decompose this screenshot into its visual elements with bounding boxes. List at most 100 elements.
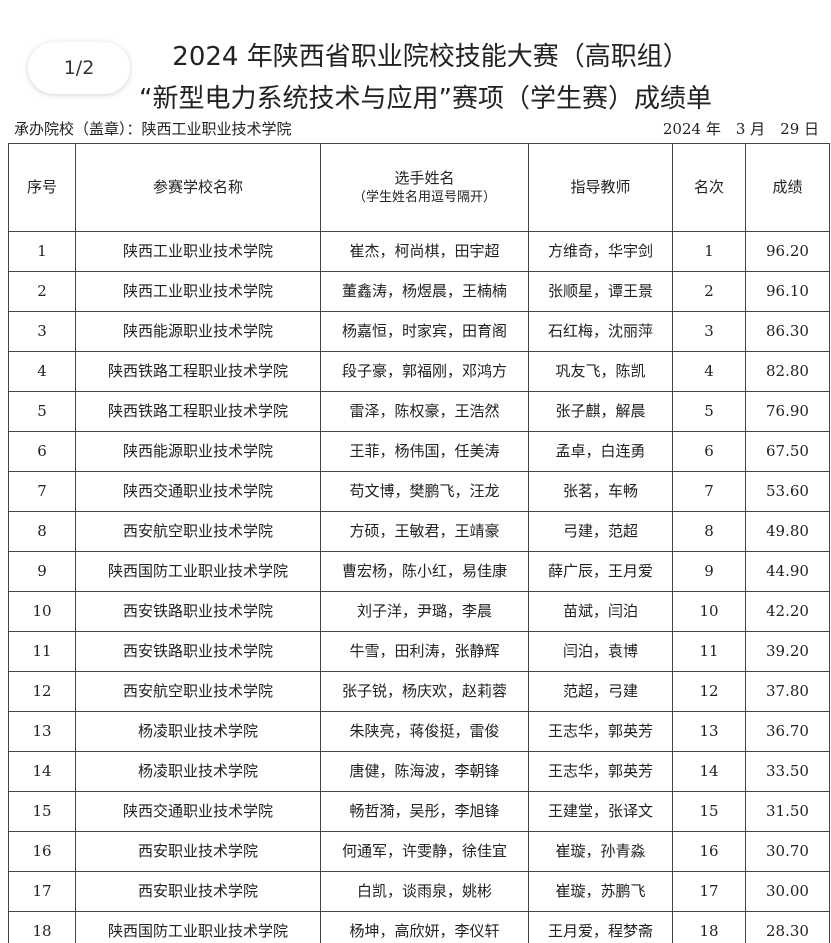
table-cell: 12 [8, 671, 76, 712]
table-row: 1 陕西工业职业技术学院 崔杰，柯尚棋，田宇超 方维奇，华宇剑 1 96.20 [8, 231, 830, 272]
table-row: 3 陕西能源职业技术学院 杨嘉恒，时家宾，田育阁 石红梅，沈丽萍 3 86.30 [8, 311, 830, 352]
title-line: 2024 年陕西省职业院校技能大赛（高职组） [172, 42, 689, 72]
table-cell: 孟卓，白连勇 [528, 431, 673, 472]
table-cell: 17 [8, 871, 76, 912]
table-cell: 牛雪，田利涛，张静辉 [320, 631, 529, 672]
column-header: 成绩 [745, 143, 830, 232]
table-cell: 14 [672, 751, 746, 792]
table-cell: 石红梅，沈丽萍 [528, 311, 673, 352]
table-cell: 雷泽，陈权豪，王浩然 [320, 391, 529, 432]
table-cell: 76.90 [745, 391, 830, 432]
table-cell: 王志华，郭英芳 [528, 751, 673, 792]
table-row: 17 西安职业技术学院 白凯，谈雨泉，姚彬 崔璇，苏鹏飞 17 30.00 [8, 871, 830, 912]
table-cell: 4 [8, 351, 76, 392]
table-cell: 陕西铁路工程职业技术学院 [75, 351, 321, 392]
table-cell: 12 [672, 671, 746, 712]
table-cell: 崔璇，孙青淼 [528, 831, 673, 872]
table-row: 4 陕西铁路工程职业技术学院 段子豪，郭福刚，邓鸿方 巩友飞，陈凯 4 82.80 [8, 351, 830, 392]
table-cell: 范超，弓建 [528, 671, 673, 712]
table-cell: 刘子洋，尹璐，李晨 [320, 591, 529, 632]
table-cell: 张顺星，谭王景 [528, 271, 673, 312]
table-cell: 陕西交通职业技术学院 [75, 791, 321, 832]
table-row: 12 西安航空职业技术学院 张子锐，杨庆欢，赵莉蓉 范超，弓建 12 37.80 [8, 671, 830, 712]
table-cell: 44.90 [745, 551, 830, 592]
table-cell: 西安职业技术学院 [75, 871, 321, 912]
table-cell: 30.00 [745, 871, 830, 912]
table-row: 16 西安职业技术学院 何通军，许雯静，徐佳宜 崔璇，孙青淼 16 30.70 [8, 831, 830, 872]
table-cell: 陕西工业职业技术学院 [75, 271, 321, 312]
table-cell: 杨凌职业技术学院 [75, 711, 321, 752]
table-cell: 1 [672, 231, 746, 272]
table-cell: 49.80 [745, 511, 830, 552]
table-cell: 段子豪，郭福刚，邓鸿方 [320, 351, 529, 392]
table-cell: 3 [8, 311, 76, 352]
table-cell: 15 [672, 791, 746, 832]
table-cell: 杨坤，高欣妍，李仪轩 [320, 911, 529, 943]
table-cell: 7 [672, 471, 746, 512]
table-cell: 西安航空职业技术学院 [75, 671, 321, 712]
table-cell: 陕西工业职业技术学院 [75, 231, 321, 272]
host-school: 承办院校（盖章）：陕西工业职业技术学院 [14, 120, 292, 138]
table-row: 14 杨凌职业技术学院 唐健，陈海波，李朝锋 王志华，郭英芳 14 33.50 [8, 751, 830, 792]
table-cell: 53.60 [745, 471, 830, 512]
table-cell: 唐健，陈海波，李朝锋 [320, 751, 529, 792]
table-cell: 西安铁路职业技术学院 [75, 631, 321, 672]
table-body: 1 陕西工业职业技术学院 崔杰，柯尚棋，田宇超 方维奇，华宇剑 1 96.20 2 陕西工业职… [8, 231, 830, 943]
table-cell: 11 [8, 631, 76, 672]
page-indicator[interactable]: 1/2 [28, 42, 130, 94]
column-note: （学生姓名用逗号隔开） [352, 189, 496, 205]
table-row: 7 陕西交通职业技术学院 苟文博，樊鹏飞，汪龙 张茗，车畅 7 53.60 [8, 471, 830, 512]
table-cell: 4 [672, 351, 746, 392]
table-row: 18 陕西国防工业职业技术学院 杨坤，高欣妍，李仪轩 王月爱，程梦斋 18 28.30 [8, 911, 830, 943]
table-cell: 陕西能源职业技术学院 [75, 311, 321, 352]
table-cell: 王志华，郭英芳 [528, 711, 673, 752]
table-row: 5 陕西铁路工程职业技术学院 雷泽，陈权豪，王浩然 张子麒，解晨 5 76.90 [8, 391, 830, 432]
table-cell: 96.20 [745, 231, 830, 272]
table-cell: 杨嘉恒，时家宾，田育阁 [320, 311, 529, 352]
header-row: 序号 参赛学校名称 选手姓名 （学生姓名用逗号隔开） 指导教师 名次 成绩 [8, 143, 830, 232]
table-cell: 陕西铁路工程职业技术学院 [75, 391, 321, 432]
table-cell: 崔杰，柯尚棋，田宇超 [320, 231, 529, 272]
table-cell: 31.50 [745, 791, 830, 832]
table-cell: 5 [672, 391, 746, 432]
table-cell: 畅哲漪，吴彤，李旭锋 [320, 791, 529, 832]
table-cell: 9 [8, 551, 76, 592]
table-cell: 董鑫涛，杨煜晨，王楠楠 [320, 271, 529, 312]
table-cell: 张茗，车畅 [528, 471, 673, 512]
table-cell: 6 [8, 431, 76, 472]
table-cell: 陕西国防工业职业技术学院 [75, 551, 321, 592]
column-header: 名次 [672, 143, 746, 232]
table-cell: 82.80 [745, 351, 830, 392]
table-cell: 薛广辰，王月爱 [528, 551, 673, 592]
table-cell: 16 [8, 831, 76, 872]
table-cell: 17 [672, 871, 746, 912]
column-title: 参赛学校名称 [152, 178, 243, 196]
table-cell: 弓建，范超 [528, 511, 673, 552]
table-cell: 96.10 [745, 271, 830, 312]
results-table: 序号 参赛学校名称 选手姓名 （学生姓名用逗号隔开） 指导教师 名次 成绩 1 陕西工业职业技… [8, 143, 830, 943]
table-row: 6 陕西能源职业技术学院 王菲，杨伟国，任美涛 孟卓，白连勇 6 67.50 [8, 431, 830, 472]
table-cell: 2 [8, 271, 76, 312]
table-row: 8 西安航空职业技术学院 方硕，王敏君，王靖豪 弓建，范超 8 49.80 [8, 511, 830, 552]
table-cell: 8 [672, 511, 746, 552]
table-cell: 2 [672, 271, 746, 312]
table-row: 2 陕西工业职业技术学院 董鑫涛，杨煜晨，王楠楠 张顺星，谭王景 2 96.10 [8, 271, 830, 312]
table-cell: 33.50 [745, 751, 830, 792]
table-cell: 14 [8, 751, 76, 792]
table-cell: 42.20 [745, 591, 830, 632]
column-header: 选手姓名 （学生姓名用逗号隔开） [320, 143, 529, 232]
table-cell: 13 [672, 711, 746, 752]
table-cell: 1 [8, 231, 76, 272]
table-cell: 18 [672, 911, 746, 943]
table-row: 11 西安铁路职业技术学院 牛雪，田利涛，张静辉 闫泊，袁博 11 39.20 [8, 631, 830, 672]
table-cell: 36.70 [745, 711, 830, 752]
column-title: 选手姓名 [394, 168, 455, 187]
table-row: 15 陕西交通职业技术学院 畅哲漪，吴彤，李旭锋 王建堂，张译文 15 31.50 [8, 791, 830, 832]
table-cell: 西安职业技术学院 [75, 831, 321, 872]
table-cell: 张子麒，解晨 [528, 391, 673, 432]
column-header: 参赛学校名称 [75, 143, 321, 232]
column-title: 序号 [26, 178, 57, 196]
table-row: 9 陕西国防工业职业技术学院 曹宏杨，陈小红，易佳康 薛广辰，王月爱 9 44.90 [8, 551, 830, 592]
